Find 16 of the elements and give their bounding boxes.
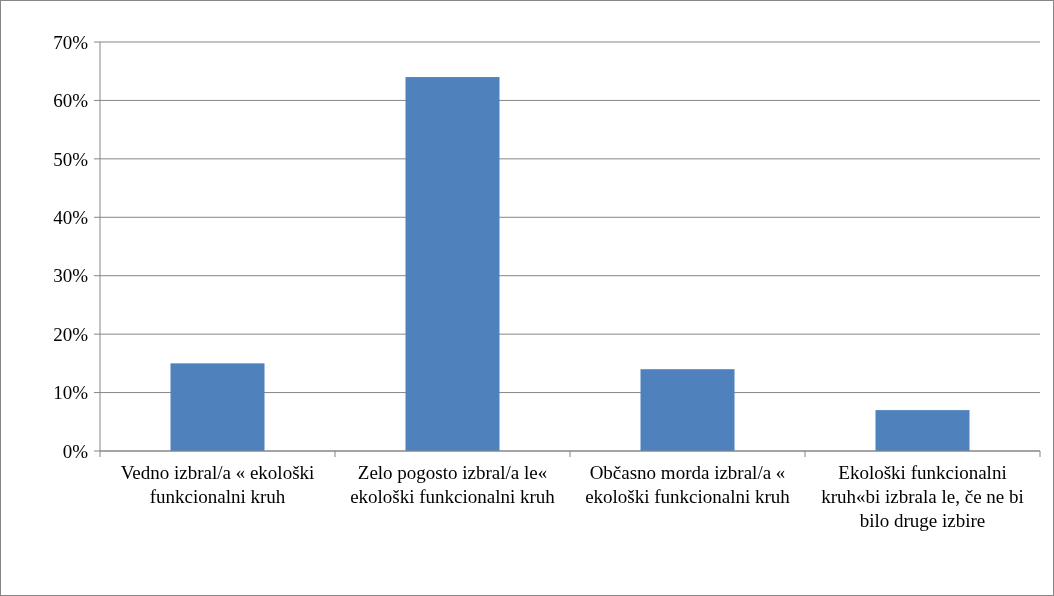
x-tick-label: Zelo pogosto izbral/a le« ekološki funkcionalni kruh — [350, 462, 556, 507]
y-tick-label: 70% — [53, 31, 89, 53]
bar — [875, 410, 970, 451]
y-tick-label: 10% — [53, 382, 89, 404]
x-tick-label: Občasno morda izbral/a « ekološki funkcionalni kruh — [585, 462, 791, 507]
bar — [405, 77, 500, 451]
y-tick-label: 40% — [53, 206, 89, 228]
y-tick-label: 20% — [53, 323, 89, 345]
bar — [640, 369, 735, 451]
y-tick-label: 0% — [62, 440, 89, 462]
x-tick-label: Vedno izbral/a « ekološki funkcionalni kruh — [120, 462, 315, 507]
x-tick-label: Ekološki funkcionalni kruh«bi izbrala le, če ne bi bilo druge izbire — [821, 462, 1024, 531]
y-tick-label: 60% — [53, 90, 89, 112]
y-tick-label: 30% — [53, 265, 89, 287]
y-tick-label: 50% — [53, 148, 89, 170]
bar — [170, 363, 265, 451]
